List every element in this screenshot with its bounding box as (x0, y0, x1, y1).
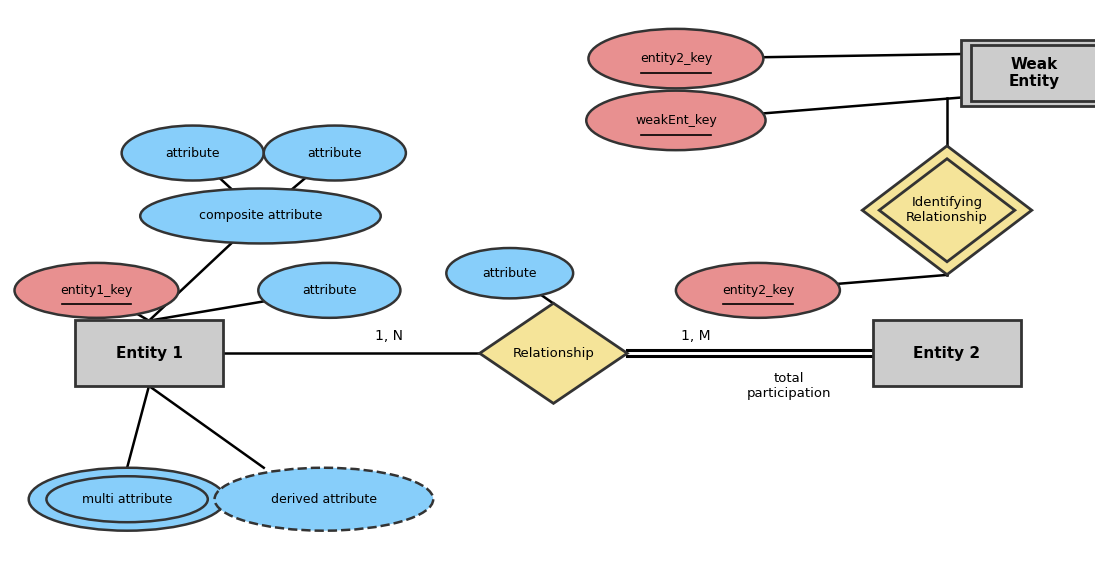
Text: total
participation: total participation (746, 372, 831, 400)
Ellipse shape (259, 263, 400, 318)
Ellipse shape (589, 29, 764, 89)
Ellipse shape (122, 125, 264, 181)
Text: 1, M: 1, M (681, 329, 710, 343)
Text: multi attribute: multi attribute (82, 493, 172, 506)
Bar (961, 40, 1096, 106)
Text: entity2_key: entity2_key (640, 52, 712, 65)
Text: attribute: attribute (165, 147, 220, 159)
Ellipse shape (140, 189, 380, 243)
Ellipse shape (28, 467, 226, 531)
Text: weakEnt_key: weakEnt_key (635, 114, 717, 127)
Ellipse shape (446, 248, 573, 298)
Text: 1, N: 1, N (376, 329, 403, 343)
Bar (874, 320, 1020, 386)
Ellipse shape (676, 263, 840, 318)
Polygon shape (879, 159, 1015, 262)
Text: Entity 2: Entity 2 (913, 346, 981, 361)
Bar (971, 45, 1096, 101)
Ellipse shape (264, 125, 406, 181)
Ellipse shape (586, 91, 765, 150)
Text: derived attribute: derived attribute (271, 493, 377, 506)
Ellipse shape (215, 467, 433, 531)
Ellipse shape (14, 263, 179, 318)
Bar (76, 320, 222, 386)
Text: attribute: attribute (482, 267, 537, 279)
Text: entity2_key: entity2_key (722, 284, 794, 297)
Text: Relationship: Relationship (513, 347, 594, 360)
Text: Weak
Entity: Weak Entity (1009, 57, 1060, 89)
Text: Entity 1: Entity 1 (115, 346, 182, 361)
Ellipse shape (46, 476, 208, 522)
Text: attribute: attribute (302, 284, 356, 297)
Text: Identifying
Relationship: Identifying Relationship (906, 196, 987, 224)
Text: composite attribute: composite attribute (198, 209, 322, 223)
Polygon shape (480, 303, 627, 404)
Polygon shape (863, 146, 1031, 275)
Text: attribute: attribute (308, 147, 362, 159)
Text: entity1_key: entity1_key (60, 284, 133, 297)
